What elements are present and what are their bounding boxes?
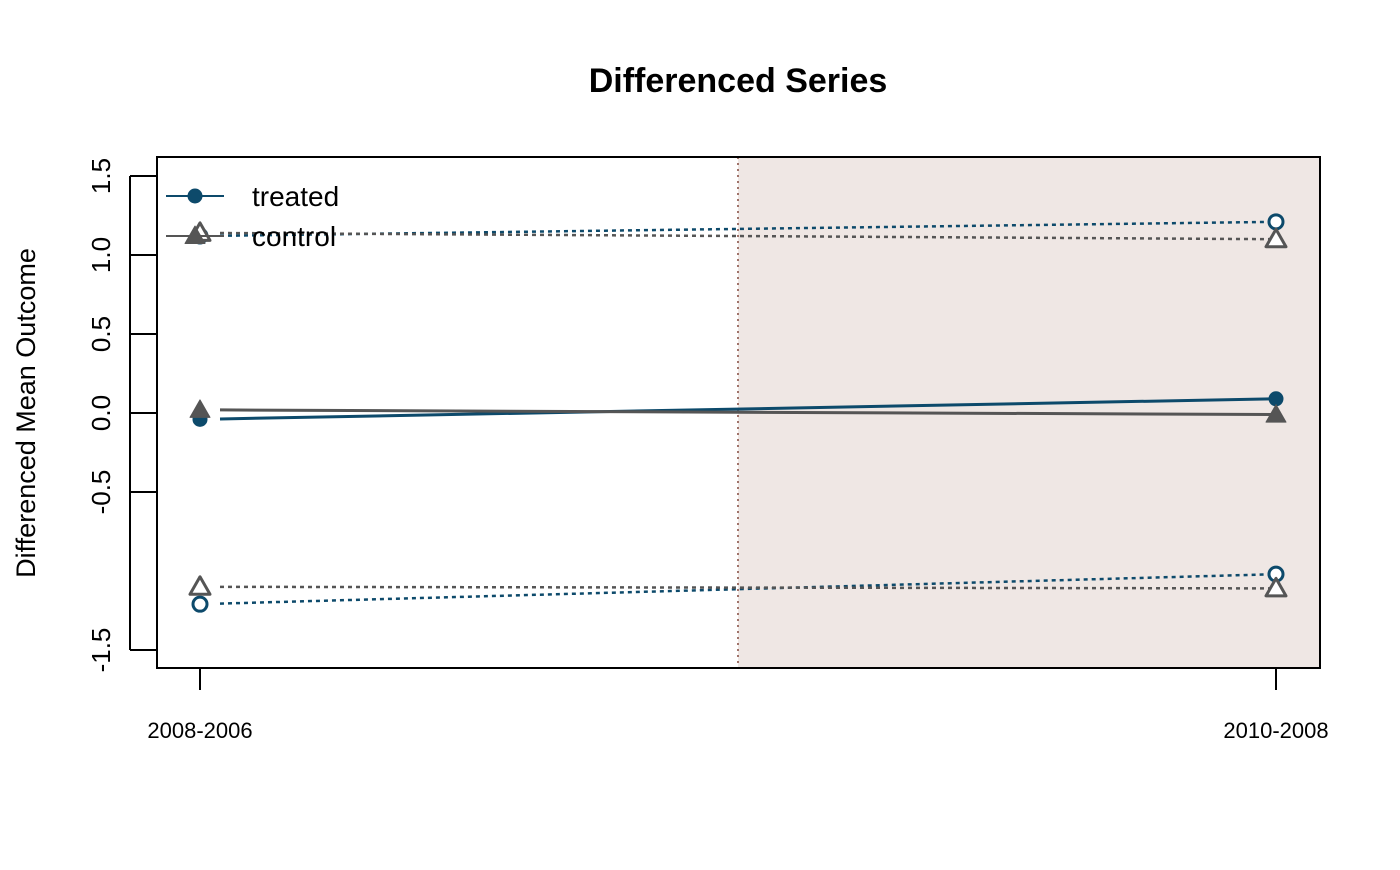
x-tick-label: 2008-2006 [147, 718, 252, 743]
legend-control-label: control [252, 221, 336, 252]
x-tick-label: 2010-2008 [1223, 718, 1328, 743]
y-tick-label: 0.5 [86, 316, 116, 352]
treated-series-point-2 [1268, 391, 1284, 407]
y-tick-label: 0.0 [86, 395, 116, 431]
treated-lower-bound-point-1 [191, 595, 209, 613]
treated-lower-bound-line [219, 572, 1277, 605]
control-upper-bound-line [219, 231, 1277, 241]
y-tick-label: -0.5 [86, 470, 116, 515]
y-axis-label: Differenced Mean Outcome [11, 248, 41, 578]
control-series-point-2 [1265, 404, 1287, 423]
y-tick-label: 1.0 [86, 237, 116, 273]
control-lower-bound-point-1 [188, 575, 212, 596]
control-series-point-1 [189, 399, 211, 418]
control-series-line [219, 408, 1277, 417]
y-tick-label: 1.5 [86, 158, 116, 194]
legend-treated-marker [187, 188, 203, 204]
treated-upper-bound-point-2 [1267, 213, 1285, 231]
treated-series-line [219, 397, 1277, 421]
control-upper-bound-point-2 [1264, 227, 1288, 249]
chart-title: Differenced Series [589, 62, 888, 100]
legend-control-marker [184, 225, 206, 244]
y-tick-label: -1.5 [86, 628, 116, 673]
treated-upper-bound-line [219, 220, 1277, 238]
control-lower-bound-point-2 [1264, 576, 1288, 598]
legend-treated-label: treated [252, 181, 339, 212]
control-lower-bound-line [219, 585, 1277, 590]
